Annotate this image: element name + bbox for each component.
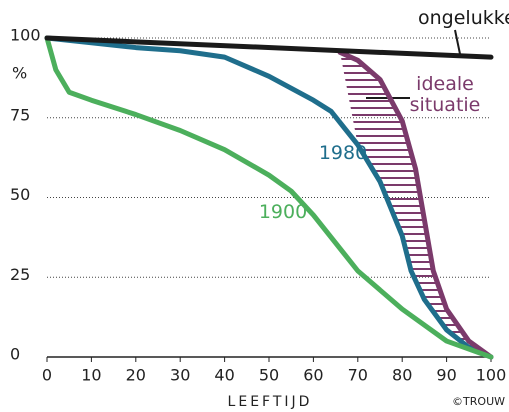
- series-label: ongelukken: [418, 7, 509, 29]
- series-line: [44, 35, 494, 360]
- x-tick-label: 80: [392, 366, 412, 385]
- series-line: [337, 49, 494, 360]
- x-axis-label: LEEFTIJD: [228, 394, 313, 410]
- x-tick-label: 90: [436, 366, 456, 385]
- y-tick-label: 100: [10, 26, 41, 45]
- y-axis-label: %: [12, 64, 27, 83]
- x-tick-label: 60: [303, 366, 323, 385]
- credit: ©TROUW: [452, 395, 505, 408]
- x-tick-label: 70: [348, 366, 368, 385]
- y-tick-label: 25: [10, 265, 30, 284]
- x-tick-label: 10: [81, 366, 101, 385]
- x-tick-label: 40: [214, 366, 234, 385]
- x-tick-label: 30: [170, 366, 190, 385]
- series-label: 1900: [258, 201, 308, 223]
- y-tick-label: 50: [10, 185, 30, 204]
- series-line: [44, 35, 494, 60]
- series-line: [44, 35, 494, 360]
- hatch-area: [340, 52, 491, 357]
- y-tick-label: 0: [10, 345, 20, 364]
- series-label: ideale situatie: [409, 73, 481, 116]
- series-label: 1980: [318, 142, 368, 164]
- leader-line: [454, 29, 461, 55]
- x-tick-label: 100: [476, 366, 507, 385]
- y-tick-label: 75: [10, 105, 30, 124]
- x-tick-label: 0: [42, 366, 52, 385]
- x-tick-label: 20: [126, 366, 146, 385]
- x-tick-label: 50: [259, 366, 279, 385]
